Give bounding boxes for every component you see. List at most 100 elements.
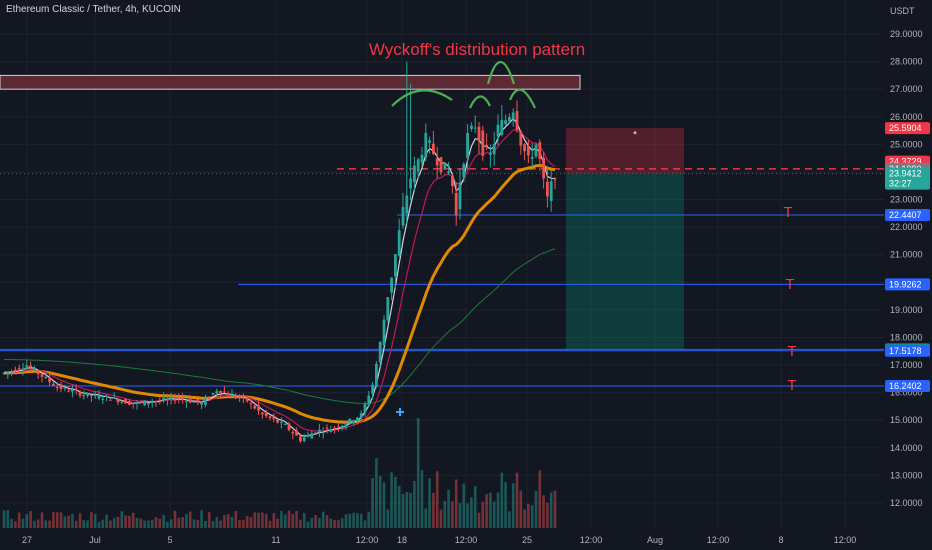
price-tick-label: 23.0000 [890,195,923,205]
candle-body [78,391,82,396]
volume-bar [52,511,55,528]
candle-body [466,132,469,159]
volume-bar [390,472,393,528]
price-tick-label: 27.0000 [890,84,923,94]
volume-bar [394,476,397,528]
price-tick-label: 22.0000 [890,222,923,232]
candle-body [249,403,253,405]
candle-body [112,397,116,399]
candle-body [272,416,276,420]
price-label-box [885,167,930,190]
price-axis-unit: USDT [890,6,915,16]
candle-body [169,396,173,400]
candle-body [458,182,462,210]
candle-body [90,394,93,397]
time-tick-label: 12:00 [580,535,603,545]
price-tick-label: 26.0000 [890,112,923,122]
price-label-box [885,278,930,291]
candle-body [504,120,507,125]
candle-body [496,124,500,137]
volume-bar [78,513,82,528]
volume-bar [397,485,401,528]
volume-bar [371,478,374,528]
candle-body [101,398,105,400]
candle-body [352,420,355,424]
volume-bar [162,514,165,528]
candle-body [124,399,127,404]
candle-body [508,117,511,122]
volume-bar [93,513,97,528]
candle-body [447,171,450,174]
volume-bar [306,521,310,528]
volume-bar [432,492,435,528]
candle-body [55,387,59,389]
volume-bar [242,519,245,528]
target-marker: T [787,377,796,394]
candle-body [238,395,241,399]
volume-bar [200,510,203,528]
candle-body [291,431,295,434]
volume-bar [375,458,378,528]
volume-bar [192,519,196,528]
volume-bar [496,492,500,528]
candle-body [416,159,420,172]
volume-bar [428,478,431,528]
candle-body [63,387,67,389]
candle-body [181,398,184,400]
volume-bar [359,513,363,528]
candle-body [382,319,386,346]
candle-body [530,156,534,159]
candle-body [519,131,523,146]
volume-bar [409,492,412,528]
pattern-annotation: Wyckoff's distribution pattern [369,40,585,59]
volume-bar [25,514,29,528]
volume-bar [44,520,48,528]
candle-body [158,399,162,401]
volume-bar [420,470,424,528]
candle-body [128,401,131,405]
candle-body [409,178,412,189]
candle-body [405,195,409,214]
candle-body [33,368,36,370]
candles [2,61,557,444]
candle-body [329,429,333,433]
candle-body [86,393,89,396]
volume-bar [97,521,101,528]
volume-bar [416,418,420,528]
ema-long-line [3,248,556,405]
volume-bar [150,519,154,528]
volume-bar [333,520,336,528]
candle-body [14,369,17,372]
candle-body [489,152,492,155]
stop-loss-zone [566,128,684,174]
candle-body [154,401,158,403]
volume-bar [519,490,523,528]
candle-body [401,206,405,226]
volume-bar [249,517,253,528]
volume-bars [2,418,557,528]
candle-body [344,424,348,428]
candle-body [162,397,165,401]
volume-bar [166,521,169,528]
candle-body [135,402,139,404]
position-handle [633,131,637,135]
time-tick-label: 18 [397,535,407,545]
candle-body [116,399,120,403]
candle-body [105,395,108,397]
candle-body [10,371,13,373]
volume-bar [485,494,488,528]
candle-body [185,400,188,402]
volume-bar [424,508,428,528]
volume-bar [67,515,70,528]
ema-fast-line [3,117,556,437]
candle-body [40,374,44,377]
volume-bar [458,503,462,528]
price-label-text: 22.4407 [889,210,922,220]
volume-bar [378,476,382,528]
candle-body [295,430,298,436]
candle-body [333,427,336,429]
volume-bar [481,501,485,528]
candle-body [371,384,374,394]
candle-body [29,365,32,368]
